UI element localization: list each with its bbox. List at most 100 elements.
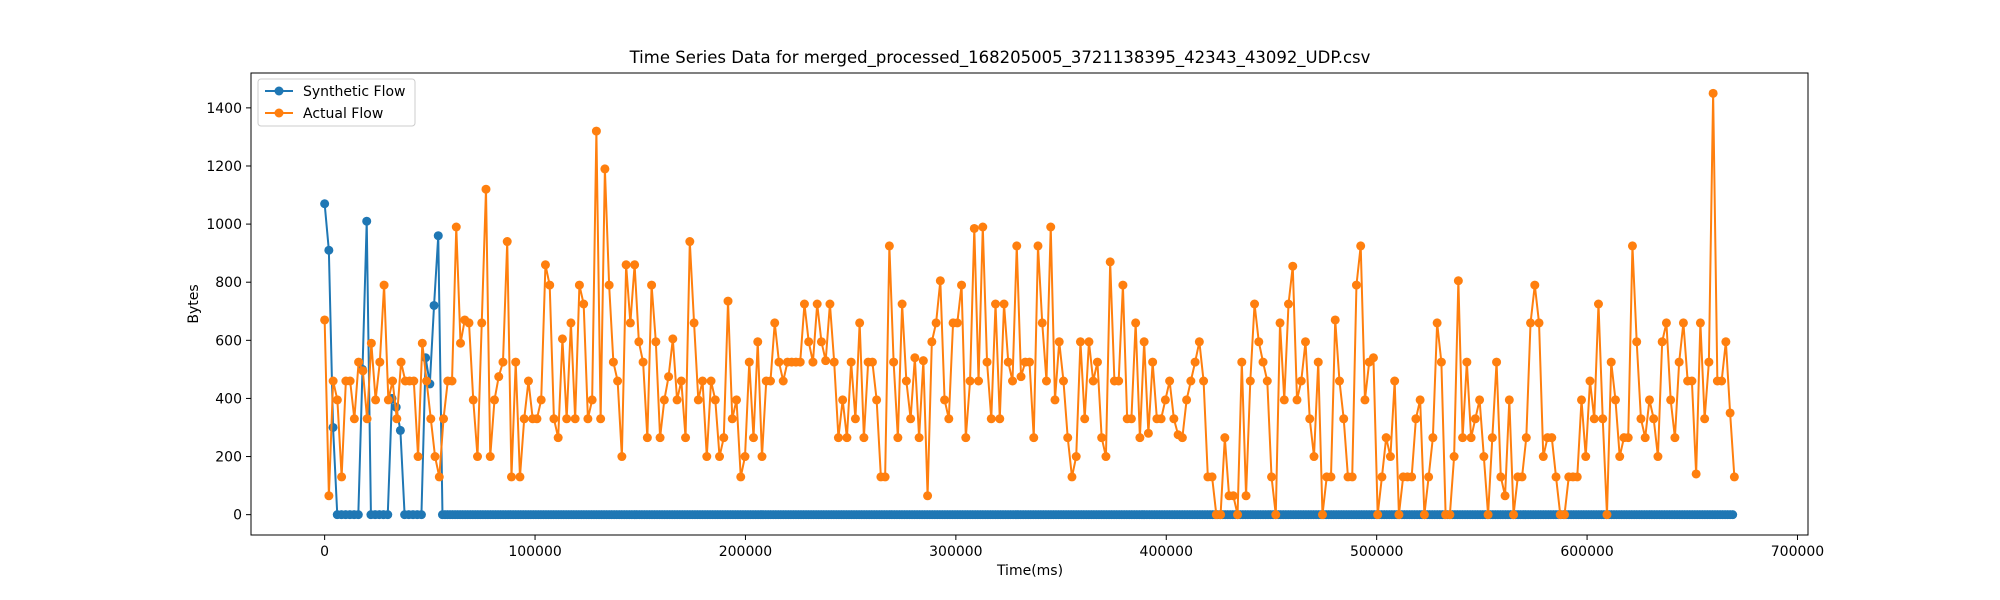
data-point bbox=[884, 241, 894, 251]
data-point bbox=[940, 395, 950, 405]
series-layer bbox=[320, 88, 1739, 520]
data-point bbox=[562, 414, 572, 424]
data-point bbox=[1317, 510, 1327, 520]
data-point bbox=[625, 318, 635, 328]
x-tick-label-4: 400000 bbox=[1140, 544, 1193, 560]
data-point bbox=[379, 280, 389, 290]
data-point bbox=[1377, 472, 1387, 482]
data-point bbox=[1504, 395, 1514, 405]
data-point bbox=[982, 357, 992, 367]
y-axis-title: Bytes bbox=[186, 284, 202, 323]
data-point bbox=[1602, 510, 1612, 520]
data-point bbox=[638, 357, 648, 367]
data-point bbox=[1453, 276, 1463, 286]
data-point bbox=[1496, 472, 1506, 482]
data-point bbox=[1003, 357, 1013, 367]
data-point bbox=[1220, 433, 1230, 443]
data-point bbox=[396, 357, 406, 367]
data-point bbox=[727, 414, 737, 424]
data-point bbox=[1258, 357, 1268, 367]
data-point bbox=[416, 510, 426, 520]
data-point bbox=[371, 395, 381, 405]
data-point bbox=[328, 376, 338, 386]
data-point bbox=[1360, 395, 1370, 405]
y-axis: 0 200 400 600 800 1000 1200 1400 bbox=[206, 101, 251, 524]
data-point bbox=[1717, 376, 1727, 386]
data-point bbox=[366, 338, 376, 348]
data-point bbox=[417, 338, 427, 348]
data-point bbox=[1725, 408, 1735, 418]
data-point bbox=[1598, 414, 1608, 424]
data-point bbox=[719, 433, 729, 443]
data-point bbox=[799, 299, 809, 309]
data-point bbox=[587, 395, 597, 405]
data-point bbox=[388, 376, 398, 386]
data-point bbox=[1581, 452, 1591, 462]
data-point bbox=[889, 357, 899, 367]
data-point bbox=[621, 260, 631, 270]
data-point bbox=[439, 414, 449, 424]
data-point bbox=[1632, 337, 1642, 347]
data-point bbox=[715, 452, 725, 462]
data-point bbox=[1143, 428, 1153, 438]
data-point bbox=[1275, 318, 1285, 328]
data-point bbox=[749, 433, 758, 443]
legend-label-actual: Actual Flow bbox=[303, 106, 383, 122]
data-point bbox=[422, 376, 432, 386]
data-point bbox=[519, 414, 529, 424]
data-point bbox=[1309, 452, 1319, 462]
data-point bbox=[1547, 433, 1557, 443]
data-point bbox=[880, 472, 890, 482]
data-point bbox=[1517, 472, 1527, 482]
data-point bbox=[523, 376, 533, 386]
data-point bbox=[702, 452, 712, 462]
data-point bbox=[1674, 357, 1684, 367]
data-point bbox=[1394, 510, 1404, 520]
data-point bbox=[838, 395, 848, 405]
data-point bbox=[1199, 376, 1209, 386]
data-point bbox=[1589, 414, 1599, 424]
data-point bbox=[613, 376, 623, 386]
data-point bbox=[961, 433, 971, 443]
data-point bbox=[392, 414, 402, 424]
data-point bbox=[477, 318, 487, 328]
data-point bbox=[447, 376, 457, 386]
data-point bbox=[1245, 376, 1255, 386]
data-point bbox=[1644, 395, 1654, 405]
x-tick-label-5: 500000 bbox=[1350, 544, 1403, 560]
data-point bbox=[1572, 472, 1582, 482]
data-point bbox=[1700, 414, 1710, 424]
data-point bbox=[723, 296, 733, 306]
data-point bbox=[795, 357, 805, 367]
data-point bbox=[324, 491, 334, 501]
data-point bbox=[456, 338, 466, 348]
data-point bbox=[1254, 337, 1264, 347]
data-point bbox=[1271, 510, 1281, 520]
data-point bbox=[655, 433, 665, 443]
data-point bbox=[557, 334, 567, 344]
data-point bbox=[362, 216, 372, 226]
data-point bbox=[1041, 376, 1051, 386]
data-point bbox=[816, 337, 826, 347]
data-point bbox=[358, 366, 368, 376]
data-point bbox=[1487, 433, 1497, 443]
data-point bbox=[1560, 510, 1570, 520]
data-point bbox=[736, 472, 746, 482]
data-point bbox=[1356, 241, 1366, 251]
data-point bbox=[918, 356, 928, 366]
data-point bbox=[1649, 414, 1659, 424]
data-point bbox=[1721, 337, 1731, 347]
data-point bbox=[821, 356, 831, 366]
data-point bbox=[1194, 337, 1204, 347]
data-point bbox=[1670, 433, 1680, 443]
legend-box bbox=[257, 78, 416, 127]
data-point bbox=[1279, 395, 1289, 405]
data-point bbox=[1593, 299, 1603, 309]
data-point bbox=[710, 395, 720, 405]
data-point bbox=[1334, 376, 1344, 386]
data-point bbox=[1424, 472, 1434, 482]
data-point bbox=[867, 357, 877, 367]
data-point bbox=[1728, 510, 1738, 520]
data-point bbox=[332, 395, 342, 405]
